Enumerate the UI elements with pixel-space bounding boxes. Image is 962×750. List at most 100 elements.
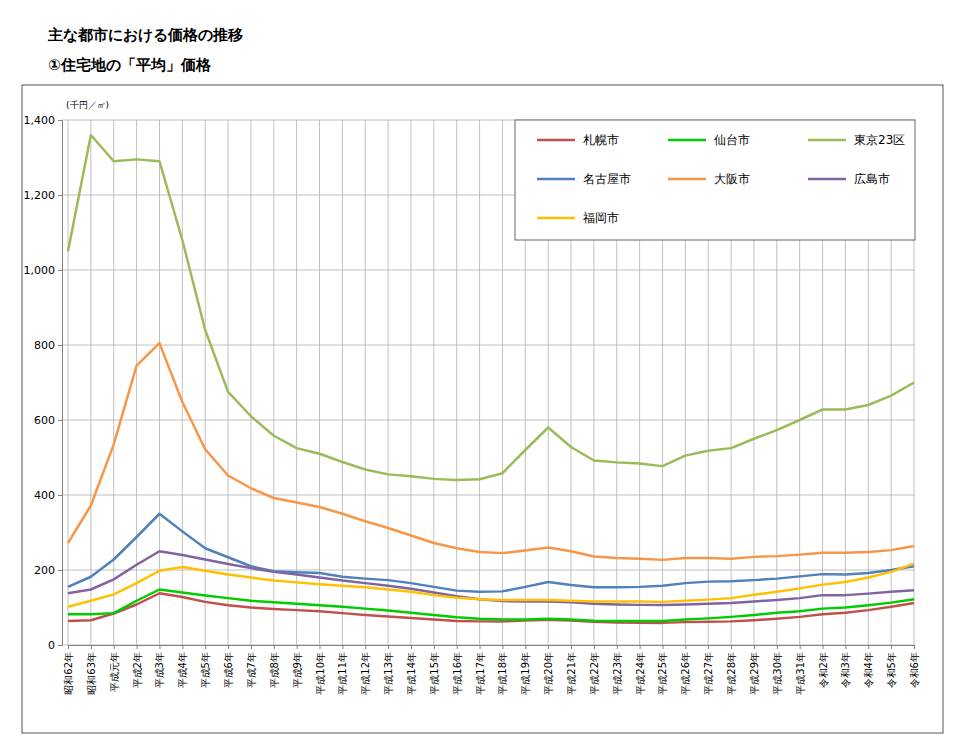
y-tick-label: 800: [34, 339, 55, 352]
x-grid-line: [319, 120, 320, 645]
x-tick-mark: [754, 645, 755, 649]
x-tick-label: 平成3年: [154, 652, 165, 688]
x-tick: 令和3年: [840, 645, 851, 688]
x-tick-label: 令和3年: [840, 652, 851, 688]
x-tick-mark: [662, 645, 663, 649]
x-tick: 平成16年: [452, 645, 463, 695]
x-tick-label: 平成7年: [246, 652, 257, 688]
x-grid-line: [479, 120, 480, 645]
x-tick: 平成23年: [612, 645, 623, 695]
x-tick-mark: [845, 645, 846, 649]
x-tick-label: 平成11年: [337, 652, 348, 695]
x-tick: 平成20年: [543, 645, 554, 695]
x-tick: 平成5年: [200, 645, 211, 688]
y-tick-label: 200: [34, 564, 55, 577]
y-grid-line: [62, 495, 915, 496]
legend-label: 大阪市: [714, 172, 750, 186]
x-tick: 平成30年: [772, 645, 783, 695]
x-tick-mark: [868, 645, 869, 649]
x-tick-label: 平成8年: [269, 652, 280, 688]
series-line: [68, 564, 914, 607]
x-tick: 平成10年: [315, 645, 326, 695]
x-tick: 平成22年: [589, 645, 600, 695]
y-tick-label: 400: [34, 489, 55, 502]
x-tick-mark: [159, 645, 160, 649]
x-tick: 平成7年: [246, 645, 257, 688]
y-tick-mark: [58, 120, 62, 121]
y-tick-label: 0: [48, 639, 55, 652]
y-tick-mark: [58, 195, 62, 196]
x-tick-mark: [708, 645, 709, 649]
x-tick-label: 平成29年: [749, 652, 760, 695]
x-tick: 平成11年: [337, 645, 348, 695]
x-grid-line: [68, 120, 69, 645]
x-tick: 平成13年: [383, 645, 394, 695]
x-grid-line: [388, 120, 389, 645]
x-tick: 令和6年: [909, 645, 920, 688]
legend-swatch: [808, 139, 846, 142]
x-grid-line: [228, 120, 229, 645]
x-tick-mark: [228, 645, 229, 649]
x-tick-label: 平成元年: [109, 652, 120, 692]
x-tick-mark: [731, 645, 732, 649]
y-tick-mark: [58, 645, 62, 646]
y-tick-label: 1,200: [24, 189, 56, 202]
x-grid-line: [205, 120, 206, 645]
legend-label: 仙台市: [714, 133, 750, 147]
x-tick-label: 平成17年: [475, 652, 486, 695]
x-tick-label: 平成26年: [680, 652, 691, 695]
x-grid-line: [502, 120, 503, 645]
x-tick-mark: [365, 645, 366, 649]
x-tick-label: 令和5年: [886, 652, 897, 688]
y-tick: 0: [48, 639, 62, 652]
x-tick-label: 平成22年: [589, 652, 600, 695]
x-tick-mark: [320, 645, 321, 649]
legend: 札幌市仙台市東京23区名古屋市大阪市広島市福岡市: [515, 120, 915, 240]
x-tick-mark: [571, 645, 572, 649]
x-tick-mark: [548, 645, 549, 649]
y-tick-mark: [58, 345, 62, 346]
x-tick-label: 平成21年: [566, 652, 577, 695]
y-tick: 200: [34, 564, 62, 577]
x-tick-mark: [297, 645, 298, 649]
x-tick-mark: [274, 645, 275, 649]
x-tick-mark: [480, 645, 481, 649]
legend-label: 札幌市: [583, 133, 619, 147]
x-tick-label: 令和4年: [863, 652, 874, 688]
x-tick-mark: [137, 645, 138, 649]
x-tick: 平成21年: [566, 645, 577, 695]
y-grid-line: [62, 570, 915, 571]
x-tick-label: 平成19年: [520, 652, 531, 695]
y-grid-line: [62, 345, 915, 346]
y-tick: 1,000: [24, 264, 63, 277]
x-tick: 平成29年: [749, 645, 760, 695]
x-tick: 平成28年: [726, 645, 737, 695]
x-tick-mark: [891, 645, 892, 649]
y-axis-line: [58, 121, 63, 646]
x-tick-label: 平成28年: [726, 652, 737, 695]
x-grid-line: [342, 120, 343, 645]
x-tick: 平成27年: [703, 645, 714, 695]
x-tick-label: 平成25年: [657, 652, 668, 695]
y-axis-title: (千円／㎡): [66, 100, 109, 110]
x-tick-label: 令和6年: [909, 652, 920, 688]
x-tick-label: 平成24年: [635, 652, 646, 695]
x-tick-label: 平成16年: [452, 652, 463, 695]
x-tick: 昭和63年: [86, 645, 97, 695]
x-tick-mark: [434, 645, 435, 649]
y-tick-mark: [58, 270, 62, 271]
x-tick-mark: [777, 645, 778, 649]
x-tick-label: 平成6年: [223, 652, 234, 688]
x-tick-mark: [525, 645, 526, 649]
x-grid-line: [273, 120, 274, 645]
x-grid-line: [159, 120, 160, 645]
chart: 主な都市における価格の推移①住宅地の「平均」価格(千円／㎡)0200400600…: [0, 0, 962, 750]
x-tick: 平成18年: [497, 645, 508, 695]
x-tick: 平成26年: [680, 645, 691, 695]
y-tick-label: 600: [34, 414, 55, 427]
x-tick-mark: [251, 645, 252, 649]
x-tick: 平成15年: [429, 645, 440, 695]
x-tick-mark: [68, 645, 69, 649]
x-axis: 昭和62年昭和63年平成元年平成2年平成3年平成4年平成5年平成6年平成7年平成…: [63, 645, 920, 695]
x-tick: 平成24年: [635, 645, 646, 695]
